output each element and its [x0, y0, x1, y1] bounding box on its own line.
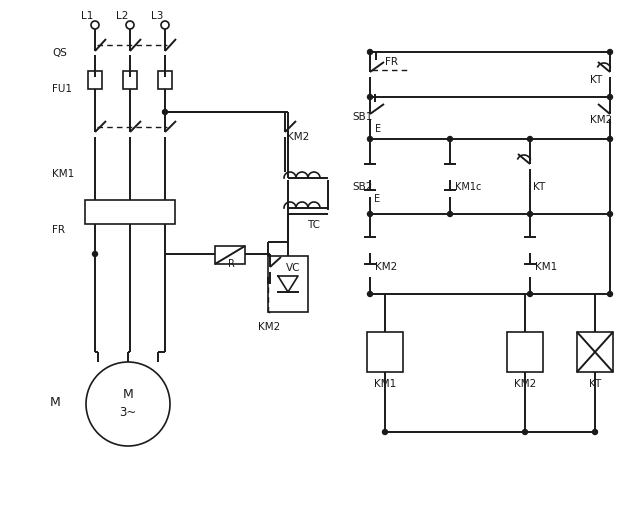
Text: KM2: KM2	[514, 379, 536, 389]
Bar	[123, 71, 137, 89]
Text: KM1: KM1	[52, 169, 74, 179]
Circle shape	[367, 212, 372, 217]
Circle shape	[607, 212, 612, 217]
Text: FR: FR	[52, 225, 65, 235]
Circle shape	[447, 137, 452, 142]
Circle shape	[527, 292, 532, 296]
Circle shape	[163, 110, 168, 114]
Text: 3~: 3~	[120, 406, 136, 420]
Circle shape	[593, 429, 598, 435]
Text: M: M	[50, 395, 61, 409]
Text: QS: QS	[52, 48, 67, 58]
Text: KM2: KM2	[287, 132, 309, 142]
Circle shape	[607, 137, 612, 142]
Bar	[268, 256, 308, 312]
Text: TC: TC	[307, 220, 320, 230]
Text: R: R	[228, 259, 235, 269]
Circle shape	[527, 137, 532, 142]
Circle shape	[383, 429, 387, 435]
Circle shape	[447, 212, 452, 217]
Bar	[88, 71, 102, 89]
Bar	[85, 200, 175, 224]
Text: SB2: SB2	[352, 182, 372, 192]
Bar	[215, 246, 245, 264]
Text: VC: VC	[286, 263, 301, 273]
Bar	[158, 71, 172, 89]
Text: L3: L3	[151, 11, 163, 21]
Text: KM2: KM2	[590, 115, 612, 125]
Text: KT: KT	[533, 182, 545, 192]
Circle shape	[367, 137, 372, 142]
Circle shape	[607, 49, 612, 54]
Text: SB1: SB1	[352, 112, 372, 122]
Circle shape	[522, 429, 527, 435]
Text: FU1: FU1	[52, 84, 72, 94]
Text: KT: KT	[589, 379, 601, 389]
Circle shape	[527, 212, 532, 217]
Text: FR: FR	[385, 57, 398, 67]
Text: KT: KT	[590, 75, 602, 85]
Bar	[577, 332, 613, 372]
Circle shape	[607, 95, 612, 99]
Circle shape	[607, 292, 612, 296]
Text: E: E	[374, 194, 380, 204]
Text: L1: L1	[81, 11, 93, 21]
Bar	[507, 332, 543, 372]
Circle shape	[367, 292, 372, 296]
Text: M: M	[123, 388, 133, 402]
Text: KM2: KM2	[375, 262, 397, 272]
Text: KM1: KM1	[535, 262, 557, 272]
Text: E: E	[375, 124, 381, 134]
Circle shape	[367, 49, 372, 54]
Circle shape	[93, 252, 97, 256]
Bar	[367, 332, 403, 372]
Circle shape	[367, 95, 372, 99]
Text: KM1c: KM1c	[455, 182, 481, 192]
Text: L2: L2	[116, 11, 128, 21]
Text: KM1: KM1	[374, 379, 396, 389]
Text: KM2: KM2	[258, 322, 280, 332]
